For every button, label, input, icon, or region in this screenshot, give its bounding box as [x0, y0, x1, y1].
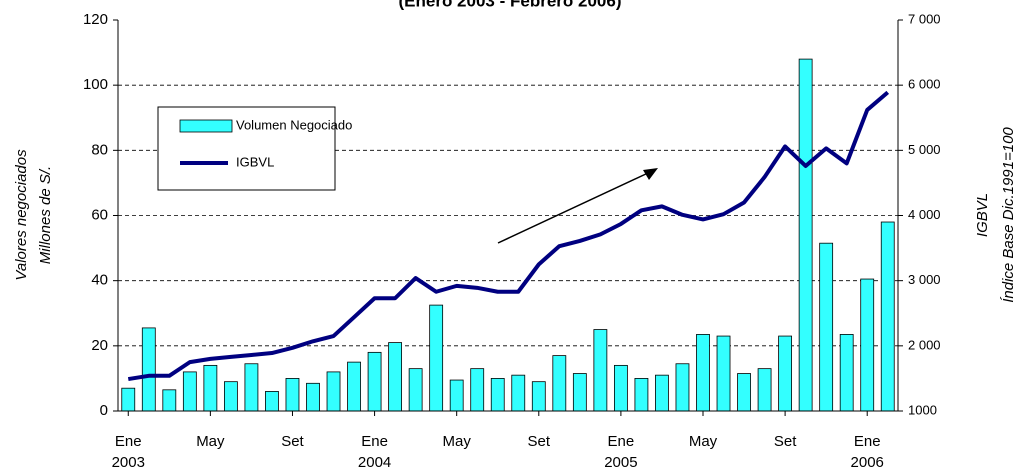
x-tick-label: Ene: [361, 433, 388, 450]
y2-axis-label: IGBVL: [974, 193, 991, 237]
bar: [388, 342, 403, 412]
bar: [511, 374, 526, 412]
bar: [429, 304, 444, 412]
y2-tick-label: 2 000: [908, 337, 941, 352]
y2-tick-label: 1000: [908, 402, 937, 417]
x-group-label: 2005: [604, 454, 637, 471]
bar: [265, 391, 279, 412]
y-tick-label: 80: [91, 141, 108, 158]
bar: [285, 378, 300, 412]
bar: [860, 278, 875, 412]
x-tick-label: Set: [774, 433, 797, 450]
x-tick-label: Set: [528, 433, 551, 450]
bar: [408, 368, 423, 412]
y2-axis-label: Índice Base Dic.1991=100: [1000, 127, 1017, 303]
bar: [470, 368, 485, 412]
line: [127, 90, 890, 382]
x-tick-label: May: [196, 433, 225, 450]
chart-title: (Enero 2003 - Febrero 2006): [399, 0, 622, 10]
x-tick-label: May: [689, 433, 718, 450]
x-tick-label: May: [443, 433, 472, 450]
bar: [326, 371, 341, 412]
bar: [531, 381, 546, 412]
y2-tick-label: 7 000: [908, 11, 941, 26]
y-tick-label: 0: [100, 402, 108, 419]
y2-tick-label: 6 000: [908, 77, 941, 92]
bar: [141, 327, 156, 412]
bar: [613, 364, 628, 412]
y2-tick-label: 4 000: [908, 207, 941, 222]
bar: [449, 379, 464, 412]
bar: [552, 355, 567, 412]
bar: [121, 387, 136, 412]
bar: [737, 373, 751, 412]
x-tick-label: Ene: [608, 433, 635, 450]
y-tick-label: 120: [83, 11, 108, 28]
x-group-label: 2004: [358, 454, 391, 471]
bar: [223, 381, 238, 412]
bar: [347, 361, 361, 412]
bar: [716, 335, 731, 412]
bar: [819, 242, 834, 412]
x-tick-label: Ene: [115, 433, 142, 450]
bar: [757, 368, 772, 412]
y2-tick-label: 3 000: [908, 272, 941, 287]
bar: [572, 373, 587, 412]
x-tick-label: Ene: [854, 433, 881, 450]
bar: [182, 371, 197, 412]
y-tick-label: 20: [91, 337, 108, 354]
legend-label: IGBVL: [236, 154, 274, 169]
legend-label: Volumen Negociado: [236, 117, 352, 132]
legend-swatch: [179, 119, 233, 133]
bar: [696, 334, 710, 412]
bar: [655, 374, 669, 412]
y-axis-label: Millones de S/.: [37, 166, 54, 264]
bar: [593, 329, 608, 412]
bar: [778, 335, 793, 412]
bar: [203, 364, 218, 412]
bar: [798, 58, 813, 412]
y-tick-label: 60: [91, 206, 108, 223]
trend-arrow-head: [643, 168, 658, 180]
bar: [880, 221, 895, 412]
bar: [367, 351, 382, 412]
x-tick-label: Set: [281, 433, 304, 450]
x-group-label: 2003: [112, 454, 145, 471]
bar: [244, 363, 259, 412]
x-group-label: 2006: [851, 454, 884, 471]
y-tick-label: 40: [91, 272, 108, 289]
bar: [634, 378, 649, 412]
trend-arrow: [497, 172, 649, 244]
bar: [490, 378, 505, 412]
y-axis-label: Valores negociados: [13, 149, 30, 281]
bar: [675, 363, 690, 412]
bar: [162, 389, 177, 412]
bar: [839, 334, 854, 412]
y-tick-label: 100: [83, 76, 108, 93]
y2-tick-label: 5 000: [908, 142, 941, 157]
bar: [306, 382, 320, 412]
